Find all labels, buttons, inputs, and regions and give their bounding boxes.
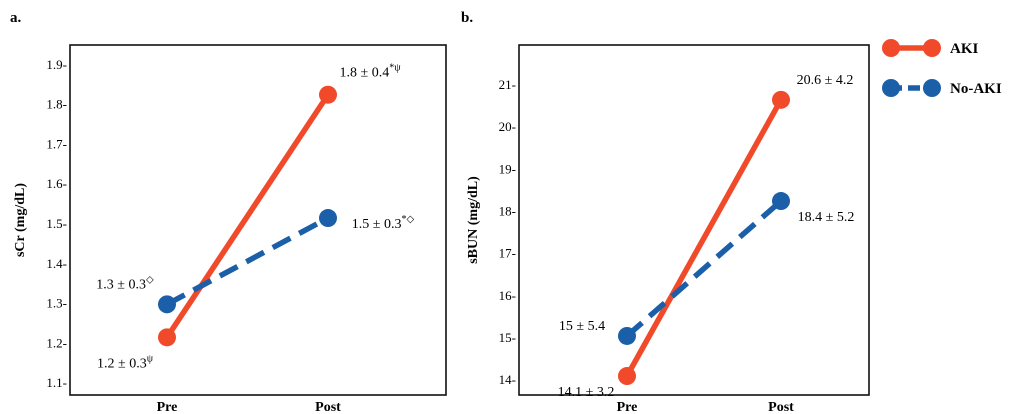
data-point-aki bbox=[772, 90, 790, 109]
significance-mark: ◇ bbox=[146, 274, 154, 285]
y-tick-label: 17- bbox=[499, 246, 516, 261]
data-point-no-aki bbox=[158, 295, 176, 314]
data-label: 14.1 ± 3.2 bbox=[558, 385, 615, 400]
series-line-no-aki bbox=[625, 198, 783, 339]
data-point-no-aki bbox=[772, 192, 790, 211]
chart-panel-b: b. 14- 15- 16- 17- 18- 19- 20- 21- sBUN (mg/dL) Pr… bbox=[461, 10, 870, 414]
panel-label: a. bbox=[10, 10, 22, 26]
x-tick-label: Pre bbox=[617, 400, 638, 414]
significance-mark: ψ bbox=[147, 353, 154, 364]
chart-panel-a: a. 1.1- 1.2- 1.3- 1.4- 1.5- 1.6- 1.7- 1.8- 1.9- sC… bbox=[10, 10, 447, 414]
y-tick-label: 1.8- bbox=[46, 97, 67, 112]
data-point-no-aki bbox=[319, 209, 337, 228]
y-tick-label: 1.1- bbox=[46, 375, 67, 390]
y-tick-label: 18- bbox=[499, 204, 516, 219]
y-tick-label: 1.6- bbox=[46, 176, 67, 191]
y-tick-label: 1.3- bbox=[46, 296, 67, 311]
y-tick-label: 16- bbox=[499, 288, 516, 303]
y-axis-label: sBUN (mg/dL) bbox=[466, 176, 481, 264]
significance-mark: *◇ bbox=[401, 214, 414, 225]
series-line-aki bbox=[624, 98, 784, 378]
panel-label: b. bbox=[461, 10, 473, 26]
data-label: 1.3 ± 0.3◇ bbox=[96, 274, 154, 292]
data-point-aki bbox=[319, 85, 337, 104]
data-label: 1.5 ± 0.3*◇ bbox=[352, 214, 415, 232]
plot-frame bbox=[518, 44, 870, 396]
x-tick-label: Pre bbox=[157, 400, 178, 414]
y-tick-label: 19- bbox=[499, 161, 516, 176]
data-label: 1.8 ± 0.4*ψ bbox=[340, 63, 402, 81]
legend-label: AKI bbox=[950, 41, 979, 57]
data-label: 18.4 ± 5.2 bbox=[798, 210, 855, 225]
legend-marker bbox=[882, 79, 900, 97]
x-tick-label: Post bbox=[768, 400, 794, 414]
y-tick-label: 1.7- bbox=[46, 136, 67, 151]
y-tick-label: 15- bbox=[499, 330, 516, 345]
y-tick-label: 1.2- bbox=[46, 335, 67, 350]
y-tick-label: 20- bbox=[499, 119, 516, 134]
y-tick-label: 14- bbox=[499, 372, 516, 387]
x-tick-label: Post bbox=[315, 400, 341, 414]
legend-label: No-AKI bbox=[950, 81, 1002, 97]
series-line-no-aki bbox=[165, 215, 330, 307]
legend-marker bbox=[923, 39, 941, 57]
data-label: 15 ± 5.4 bbox=[559, 319, 605, 334]
legend: AKI No-AKI bbox=[882, 39, 1002, 97]
y-tick-label: 1.5- bbox=[46, 216, 67, 231]
data-label: 20.6 ± 4.2 bbox=[797, 73, 854, 88]
y-axis-label: sCr (mg/dL) bbox=[13, 183, 28, 257]
series-line-aki bbox=[164, 93, 331, 339]
y-tick-label: 1.4- bbox=[46, 256, 67, 271]
legend-marker bbox=[923, 79, 941, 97]
legend-marker bbox=[882, 39, 900, 57]
significance-mark: *ψ bbox=[389, 63, 401, 74]
data-point-no-aki bbox=[618, 326, 636, 345]
data-point-aki bbox=[158, 328, 176, 347]
plot-frame bbox=[69, 44, 447, 396]
y-tick-label: 1.9- bbox=[46, 57, 67, 72]
data-label: 1.2 ± 0.3ψ bbox=[97, 353, 154, 371]
y-tick-label: 21- bbox=[499, 77, 516, 92]
data-point-aki bbox=[618, 367, 636, 386]
